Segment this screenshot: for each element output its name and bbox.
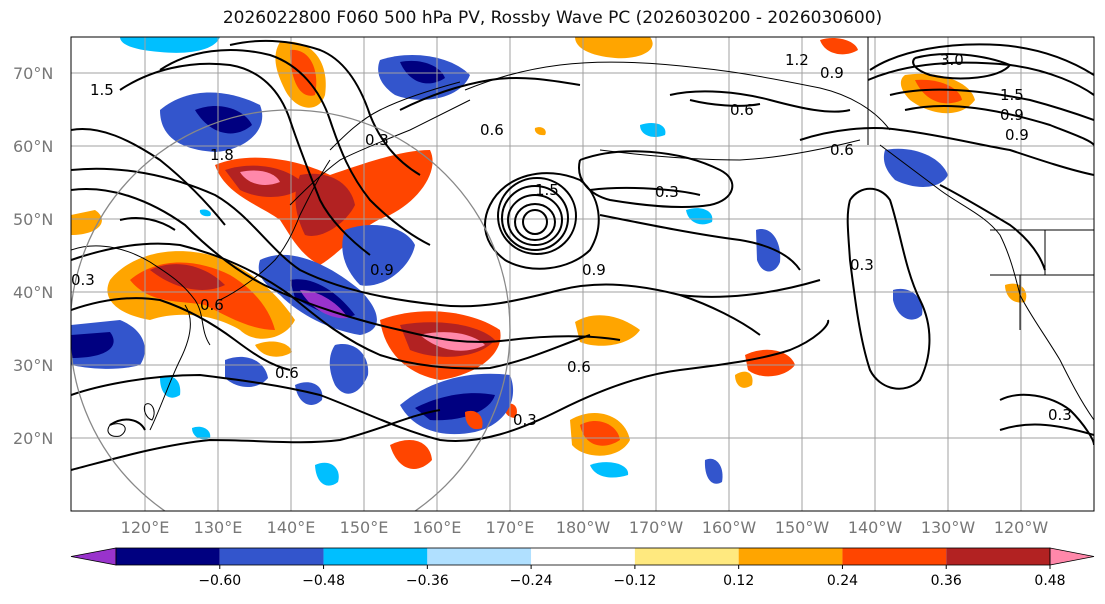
contour-label: 0.3 bbox=[365, 131, 389, 149]
contour-labels: 1.5 1.8 0.3 0.6 0.9 1.5 3.0 0.9 0.6 0.6 … bbox=[71, 51, 1072, 429]
colorbar-tick-label: −0.60 bbox=[198, 573, 241, 589]
lat-tick-label: 50°N bbox=[13, 210, 53, 229]
colorbar-tick-label: −0.36 bbox=[406, 573, 449, 589]
colorbar-bin bbox=[738, 548, 843, 565]
colorbar-tick-label: 0.48 bbox=[1034, 573, 1065, 589]
contour-label: 0.6 bbox=[567, 358, 591, 376]
lon-tick-label: 170°E bbox=[486, 518, 535, 537]
colorbar-bin bbox=[842, 548, 947, 565]
lat-tick-label: 60°N bbox=[13, 137, 53, 156]
colorbar-tick-label: 0.12 bbox=[723, 573, 754, 589]
colorbar-bin bbox=[219, 548, 324, 565]
lat-tick-label: 20°N bbox=[13, 429, 53, 448]
contour-label: 0.6 bbox=[275, 364, 299, 382]
graticule bbox=[71, 37, 1094, 511]
colorbar-bin bbox=[323, 548, 428, 565]
contour-label: 0.9 bbox=[582, 261, 606, 279]
longitude-labels: 120°E 130°E 140°E 150°E 160°E 170°E 180°… bbox=[121, 518, 1049, 537]
contour-label: 0.9 bbox=[370, 261, 394, 279]
map-title: 2026022800 F060 500 hPa PV, Rossby Wave … bbox=[222, 8, 883, 28]
colorbar-bin bbox=[946, 548, 1050, 565]
lon-tick-label: 130°E bbox=[194, 518, 243, 537]
reference-circle bbox=[71, 109, 511, 511]
colorbar-bin bbox=[531, 548, 635, 565]
lat-tick-label: 70°N bbox=[13, 64, 53, 83]
contour-label: 0.9 bbox=[820, 64, 844, 82]
contour-label: 0.6 bbox=[730, 101, 754, 119]
contour-label: 3.0 bbox=[940, 51, 964, 69]
lon-tick-label: 180°W bbox=[556, 518, 611, 537]
colorbar-tick-label: −0.12 bbox=[613, 573, 656, 589]
colorbar-bin bbox=[427, 548, 532, 565]
map-frame bbox=[70, 36, 1095, 512]
latitude-labels: 70°N 60°N 50°N 40°N 30°N 20°N bbox=[13, 64, 53, 448]
contour-label: 0.3 bbox=[513, 411, 537, 429]
lat-tick-label: 30°N bbox=[13, 356, 53, 375]
lon-tick-label: 130°W bbox=[921, 518, 976, 537]
contour-label: 0.6 bbox=[480, 121, 504, 139]
contour-label: 0.3 bbox=[71, 271, 95, 289]
lon-tick-label: 160°W bbox=[702, 518, 757, 537]
lon-tick-label: 170°W bbox=[629, 518, 684, 537]
contour-label: 1.5 bbox=[535, 181, 559, 199]
colorbar-extend-low bbox=[70, 547, 117, 566]
lon-tick-label: 120°W bbox=[994, 518, 1049, 537]
pv-contours bbox=[71, 39, 1094, 471]
lat-tick-label: 40°N bbox=[13, 283, 53, 302]
contour-label: 0.3 bbox=[850, 256, 874, 274]
contour-label: 1.8 bbox=[210, 146, 234, 164]
contour-label: 0.6 bbox=[200, 296, 224, 314]
lon-tick-label: 120°E bbox=[121, 518, 170, 537]
colorbar-bin bbox=[634, 548, 739, 565]
colorbar-tick-label: −0.24 bbox=[510, 573, 553, 589]
contour-label: 1.5 bbox=[1000, 86, 1024, 104]
contour-label: 1.5 bbox=[90, 81, 114, 99]
contour-label: 0.3 bbox=[655, 183, 679, 201]
lon-tick-label: 150°E bbox=[340, 518, 389, 537]
lon-tick-label: 160°E bbox=[413, 518, 462, 537]
lon-tick-label: 150°W bbox=[775, 518, 830, 537]
colorbar-tick-label: 0.36 bbox=[931, 573, 962, 589]
contour-label: 1.2 bbox=[785, 51, 809, 69]
contour-label: 0.3 bbox=[1048, 406, 1072, 424]
colorbar-tick-label: 0.24 bbox=[827, 573, 858, 589]
contour-label: 0.6 bbox=[830, 141, 854, 159]
colorbar-bin bbox=[116, 548, 220, 565]
colorbar: −0.60 −0.48 −0.36 −0.24 −0.12 0.12 0.24 0.36 0.4… bbox=[70, 547, 1095, 589]
colorbar-extend-high bbox=[1049, 547, 1095, 566]
colorbar-frame bbox=[115, 547, 1051, 566]
colorbar-tick-label: −0.48 bbox=[302, 573, 345, 589]
contour-label: 0.9 bbox=[1000, 106, 1024, 124]
pv-shading bbox=[71, 37, 1027, 486]
contour-label: 0.9 bbox=[1005, 126, 1029, 144]
lon-tick-label: 140°W bbox=[848, 518, 903, 537]
lon-tick-label: 140°E bbox=[267, 518, 316, 537]
